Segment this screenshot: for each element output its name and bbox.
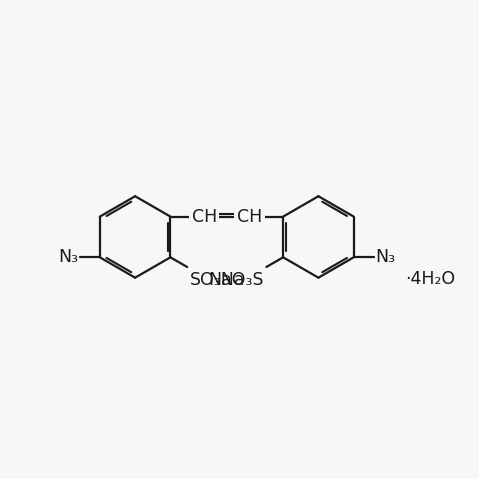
Text: N₃: N₃ xyxy=(58,248,79,266)
Text: SO₃Na: SO₃Na xyxy=(190,271,245,289)
Text: CH: CH xyxy=(237,207,262,226)
Text: CH: CH xyxy=(192,207,217,226)
Text: N₃: N₃ xyxy=(375,248,395,266)
Text: NaO₃S: NaO₃S xyxy=(208,271,264,289)
Text: ·4H₂O: ·4H₂O xyxy=(405,270,455,287)
